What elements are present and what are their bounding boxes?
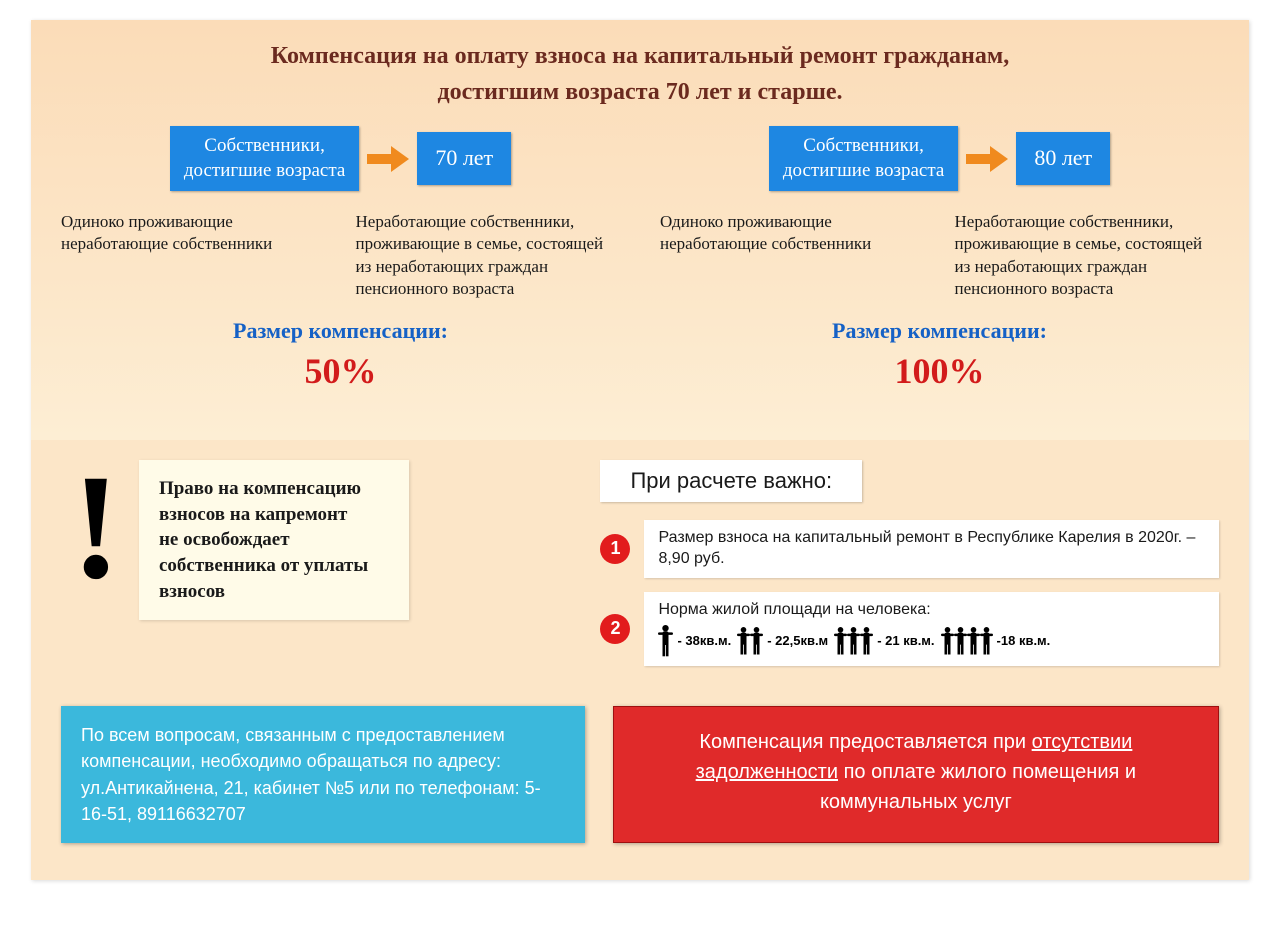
comp-value-70: 50% <box>61 350 620 392</box>
norm-label: -18 кв.м. <box>997 633 1051 650</box>
owners-label-1: Собственники, <box>803 135 924 156</box>
calc-item-1: 1 Размер взноса на капитальный ремонт в … <box>600 520 1219 578</box>
owners-label-2: достигшие возраста <box>184 160 346 181</box>
arrow-right-icon <box>367 146 409 172</box>
comp-value-80: 100% <box>660 350 1219 392</box>
comp-label-80: Размер компенсации: <box>660 318 1219 344</box>
calc-num-2: 2 <box>600 614 630 644</box>
people-icon <box>658 624 673 658</box>
norm-1: - 38кв.м. <box>658 624 731 658</box>
condition-80-a: Одиноко проживающие неработающие собстве… <box>660 211 925 299</box>
owners-label-1: Собственники, <box>204 135 325 156</box>
group-80: Собственники, достигшие возраста 80 лет … <box>660 126 1219 392</box>
norm-2: - 22,5кв.м <box>737 626 828 656</box>
people-icon <box>941 626 993 656</box>
group-80-header: Собственники, достигшие возраста 80 лет <box>660 126 1219 191</box>
warning-box: Компенсация предоставляется при отсутств… <box>613 706 1219 842</box>
title-line-1: Компенсация на оплату взноса на капиталь… <box>271 43 1009 69</box>
calc-text-2-label: Норма жилой площади на человека: <box>658 601 930 618</box>
people-icon <box>737 626 763 656</box>
lower-section: ! Право на компенсацию взносов на капрем… <box>31 440 1249 680</box>
page-title: Компенсация на оплату взноса на капиталь… <box>61 38 1219 110</box>
owners-label-2: достигшие возраста <box>783 160 945 181</box>
age-box-70: 70 лет <box>417 132 511 185</box>
condition-70-b: Неработающие собственники, проживающие в… <box>356 211 621 299</box>
norm-label: - 22,5кв.м <box>767 633 828 650</box>
contact-info-box: По всем вопросам, связанным с предоставл… <box>61 706 585 842</box>
calc-section: При расчете важно: 1 Размер взноса на ка… <box>600 460 1219 680</box>
norm-4: -18 кв.м. <box>941 626 1051 656</box>
calc-text-2: Норма жилой площади на человека: - 38кв.… <box>644 592 1219 667</box>
comp-label-70: Размер компенсации: <box>61 318 620 344</box>
condition-70-a: Одиноко проживающие неработающие собстве… <box>61 211 326 299</box>
norm-label: - 38кв.м. <box>677 633 731 650</box>
area-norms: - 38кв.м. - 22,5кв.м - 21 <box>658 624 1205 658</box>
important-note: ! Право на компенсацию взносов на капрем… <box>61 460 576 680</box>
conditions-80: Одиноко проживающие неработающие собстве… <box>660 211 1219 299</box>
upper-section: Компенсация на оплату взноса на капиталь… <box>31 20 1249 440</box>
arrow-right-icon <box>966 146 1008 172</box>
people-icon <box>834 626 873 656</box>
norm-3: - 21 кв.м. <box>834 626 934 656</box>
note-text: Право на компенсацию взносов на капремон… <box>139 460 409 620</box>
group-70-header: Собственники, достигшие возраста 70 лет <box>61 126 620 191</box>
bottom-section: По всем вопросам, связанным с предоставл… <box>31 680 1249 862</box>
conditions-70: Одиноко проживающие неработающие собстве… <box>61 211 620 299</box>
condition-80-b: Неработающие собственники, проживающие в… <box>955 211 1220 299</box>
age-box-80: 80 лет <box>1016 132 1110 185</box>
title-line-2: достигшим возраста 70 лет и старше. <box>438 79 843 105</box>
owners-box-70: Собственники, достигшие возраста <box>170 126 360 191</box>
warning-pre: Компенсация предоставляется при <box>699 731 1031 753</box>
calc-num-1: 1 <box>600 534 630 564</box>
calc-item-2: 2 Норма жилой площади на человека: - 38к… <box>600 592 1219 667</box>
owners-box-80: Собственники, достигшие возраста <box>769 126 959 191</box>
norm-label: - 21 кв.м. <box>877 633 934 650</box>
infographic-page: Компенсация на оплату взноса на капиталь… <box>31 20 1249 880</box>
warning-post: по оплате жилого помещения и коммунальны… <box>820 761 1136 813</box>
age-groups: Собственники, достигшие возраста 70 лет … <box>61 126 1219 392</box>
group-70: Собственники, достигшие возраста 70 лет … <box>61 126 620 392</box>
calc-header: При расчете важно: <box>600 460 862 502</box>
exclaim-icon: ! <box>71 460 121 595</box>
calc-text-1: Размер взноса на капитальный ремонт в Ре… <box>644 520 1219 578</box>
